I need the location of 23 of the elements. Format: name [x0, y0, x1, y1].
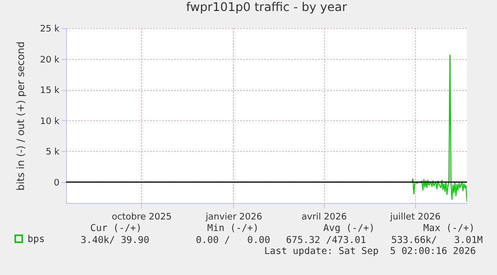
text: 3.40k/ 39.90: [80, 235, 150, 246]
text: Max (-/+): [423, 223, 475, 234]
text: 533.66k/ 3.01M: [391, 235, 483, 246]
y-tick-label: 0: [54, 178, 60, 189]
chart-title: fwpr101p0 traffic - by year: [186, 0, 347, 14]
y-tick-label: 15 k: [40, 86, 60, 96]
y-tick-label: 20 k: [40, 55, 60, 66]
text: Min (-/+): [207, 223, 259, 234]
text: Last update: Sat Sep 5 02:00:16 2026: [264, 246, 476, 257]
y-tick-label: 25 k: [40, 24, 60, 34]
text: Avg (-/+): [323, 223, 375, 234]
x-tick-label: janvier 2026: [204, 212, 262, 222]
text: Cur (-/+): [90, 223, 142, 234]
line-series: [411, 54, 467, 202]
legend-label: bps: [28, 234, 45, 245]
x-tick-label: juillet 2026: [389, 212, 441, 222]
y-tick-label: 5 k: [46, 148, 60, 158]
x-tick-label: avril 2026: [301, 212, 348, 222]
x-tick-label: octobre 2025: [112, 212, 172, 222]
text: 675.32 /473.01: [286, 235, 366, 246]
y-tick-label: 10 k: [40, 116, 60, 127]
y-axis-title: bits in (-) / out (+) per second: [16, 41, 27, 191]
text: 0.00 / 0.00: [196, 235, 270, 246]
